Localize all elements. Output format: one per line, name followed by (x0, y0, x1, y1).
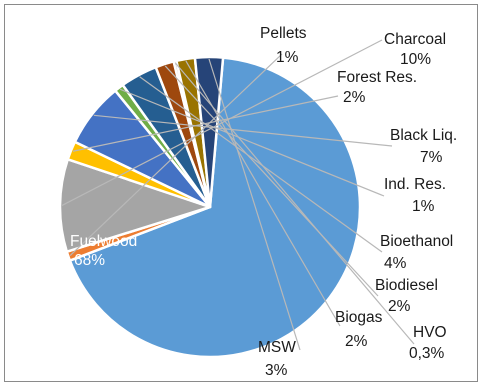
label-ind-res-value: 1% (412, 198, 435, 215)
label-fuelwood-name: Fuelwood (70, 233, 137, 250)
label-msw-value: 3% (265, 362, 288, 379)
label-ind-res-name: Ind. Res. (384, 176, 446, 193)
leader-line-msw (208, 58, 301, 351)
label-pellets-value: 1% (276, 49, 299, 66)
label-biodiesel-value: 2% (388, 298, 411, 315)
label-pellets-name: Pellets (260, 25, 307, 42)
label-hvo-value: 0,3% (409, 345, 445, 362)
label-bioethanol-name: Bioethanol (380, 233, 453, 250)
label-fuelwood-value: 68% (74, 252, 105, 269)
label-charcoal-value: 10% (400, 51, 431, 68)
label-forest-res-value: 2% (343, 89, 366, 106)
leader-line-biodiesel (164, 65, 379, 297)
leader-line-hvo (175, 62, 415, 345)
leader-lines (61, 39, 415, 351)
label-black-liq-name: Black Liq. (390, 127, 457, 144)
leader-line-pellets (69, 53, 283, 256)
label-hvo-name: HVO (413, 324, 447, 341)
pie-slice-charcoal (58, 158, 212, 253)
pie-slices (58, 55, 362, 359)
leader-line-black-liq (93, 114, 393, 147)
label-black-liq-value: 7% (420, 149, 443, 166)
label-charcoal-name: Charcoal (384, 31, 446, 48)
label-forest-res-name: Forest Res. (337, 69, 417, 86)
label-msw-name: MSW (258, 339, 296, 356)
label-biodiesel-name: Biodiesel (375, 277, 438, 294)
label-biogas-value: 2% (345, 333, 368, 350)
leader-line-ind-res (119, 88, 385, 197)
label-biogas-name: Biogas (335, 309, 383, 326)
leader-line-biogas (185, 60, 341, 327)
label-bioethanol-value: 4% (384, 255, 407, 272)
pie-slice-fuelwood (68, 56, 362, 359)
